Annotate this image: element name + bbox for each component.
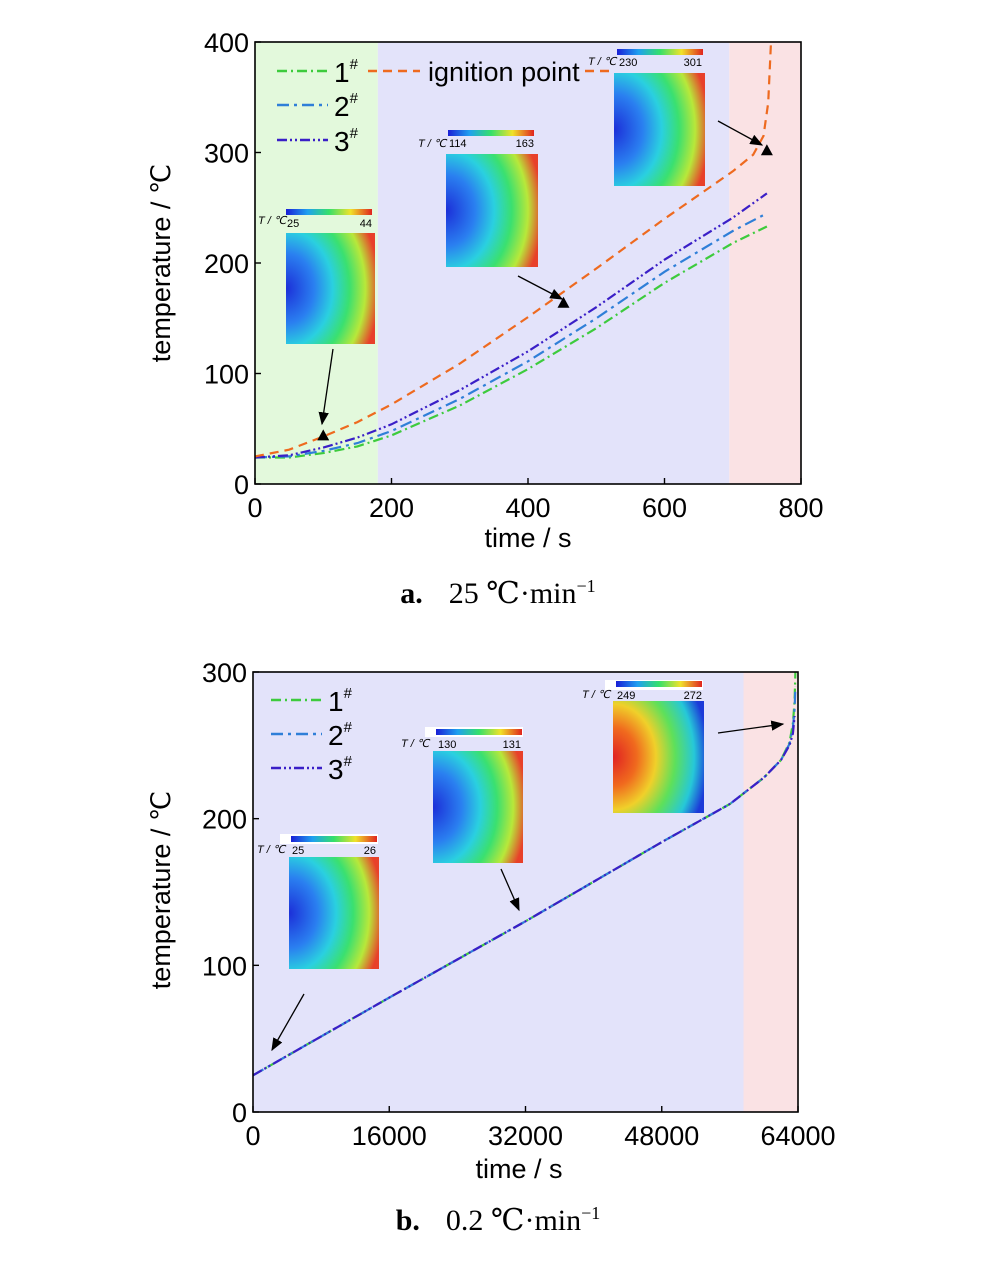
inset-a1-min: 25 [287,218,299,230]
chart-b-series [252,671,797,1077]
chart-a-arrow-2 [517,275,564,300]
chart-b-x-tick-label-4: 48000 [624,1121,699,1151]
chart-a-series-line-2 [254,212,768,459]
chart-b-x-tick-label-5: 64000 [760,1121,835,1151]
chart-a-x-tick-label-4: 600 [642,493,687,523]
chart-b-y-tick-label-1: 0 [232,1098,247,1128]
chart-a-x-axis-label: time / s [484,523,571,553]
inset-a2-heatmap [446,154,538,267]
inset-a3-colorbar [617,49,703,55]
chart-b: 0 16000 32000 48000 64000 0 100 200 300 time / … [146,658,836,1184]
chart-b-x-axis-label: time / s [475,1154,562,1184]
chart-a-y-tick-label-3: 200 [204,249,249,279]
chart-b-inset-3: T / ℃ 249 272 [582,680,704,813]
chart-a-markers [317,144,773,441]
chart-a-x-tick-label-2: 200 [369,493,414,523]
chart-a-inset-2: T / ℃ 114 163 [418,130,538,267]
inset-b1-heatmap [289,857,379,969]
caption-a-sup: −1 [576,576,596,596]
caption-b: b. 0.2 ℃·min−1 [0,1203,996,1238]
chart-b-inset-2: T / ℃ 130 131 [401,727,523,863]
caption-b-label: b. [395,1204,420,1237]
inset-b3-colorbar [616,681,702,687]
inset-a2-label: T / ℃ [418,138,448,150]
inset-a1-max: 44 [360,218,372,230]
inset-b2-label: T / ℃ [401,738,431,750]
inset-b2-min: 130 [438,739,456,751]
inset-b3-max: 272 [684,690,702,702]
chart-a-region-3 [729,42,801,484]
caption-b-sup: −1 [581,1203,601,1223]
chart-b-legend: 1# 2# 3# [271,685,353,785]
chart-a-y-tick-label-2: 100 [204,360,249,390]
chart-b-arrow-2 [500,868,520,912]
chart-b-x-tick-label-1: 0 [245,1121,260,1151]
caption-a-text: 25 ℃·min [448,577,577,610]
caption-a-label: a. [400,577,423,610]
caption-a: a. 25 ℃·min−1 [0,576,996,611]
chart-a-x-ticks: 0 200 400 600 800 [247,478,824,523]
chart-a-inset-1: T / ℃ 25 44 [258,209,375,344]
chart-a-y-tick-label-4: 300 [204,139,249,169]
chart-b-x-tick-label-2: 16000 [352,1121,427,1151]
inset-b1-colorbar [291,836,377,842]
chart-b-series-line-3 [252,715,796,1077]
chart-a-arrow-1 [318,348,334,426]
inset-b1-label: T / ℃ [257,844,287,856]
chart-b-y-axis-label: temperature / ℃ [146,791,176,989]
chart-a-marker-1 [317,429,330,441]
inset-b2-max: 131 [503,739,521,751]
inset-a3-min: 230 [619,57,637,69]
chart-a-marker-2 [557,296,570,308]
inset-b2-heatmap [433,751,523,863]
inset-b1-max: 26 [364,845,376,857]
chart-b-y-tick-label-4: 300 [202,658,247,688]
chart-b-inset-1: T / ℃ 25 26 [257,834,379,969]
chart-a-x-tick-label-5: 800 [778,493,823,523]
chart-a-legend: 1# 2# 3# ignition point [277,56,610,157]
legend-a-label-ignition: ignition point [428,57,580,87]
inset-b3-heatmap [613,701,704,813]
inset-a2-min: 114 [449,138,467,150]
chart-a-y-tick-label-5: 400 [204,28,249,58]
inset-a3-max: 301 [684,57,702,69]
chart-b-arrow-1 [271,993,305,1052]
chart-b-y-tick-label-2: 100 [202,951,247,981]
chart-a-inset-3: T / ℃ 230 301 [588,49,705,186]
chart-b-arrow-3 [717,720,785,734]
caption-b-text: 0.2 ℃·min [445,1204,582,1237]
inset-a3-heatmap [614,73,705,186]
chart-b-x-ticks: 0 16000 32000 48000 64000 [245,1106,836,1151]
inset-b3-label: T / ℃ [582,689,612,701]
inset-a2-colorbar [448,130,534,136]
inset-a1-label: T / ℃ [258,215,288,227]
chart-b-x-tick-label-3: 32000 [488,1121,563,1151]
inset-a1-colorbar [286,209,372,215]
chart-a-arrow-3 [717,120,764,146]
inset-b2-colorbar [436,729,522,735]
chart-a-y-axis-label: temperature / ℃ [146,164,176,362]
chart-a: 0 200 400 600 800 0 100 200 300 400 time / s tem… [146,28,824,553]
legend-a-label-2: 2# [334,90,359,122]
chart-a-x-tick-label-3: 400 [505,493,550,523]
chart-a-marker-3 [760,144,773,156]
chart-a-y-ticks: 0 100 200 300 400 [204,28,261,500]
chart-b-y-tick-label-3: 200 [202,805,247,835]
chart-b-y-ticks: 0 100 200 300 [202,658,259,1128]
inset-b3-min: 249 [617,690,635,702]
inset-a1-heatmap [286,233,375,344]
inset-a2-max: 163 [516,138,534,150]
chart-a-y-tick-label-1: 0 [234,470,249,500]
inset-b1-min: 25 [292,845,304,857]
chart-a-x-tick-label-1: 0 [247,493,262,523]
inset-a3-label: T / ℃ [588,56,618,68]
chart-a-series-line-3 [254,192,768,459]
